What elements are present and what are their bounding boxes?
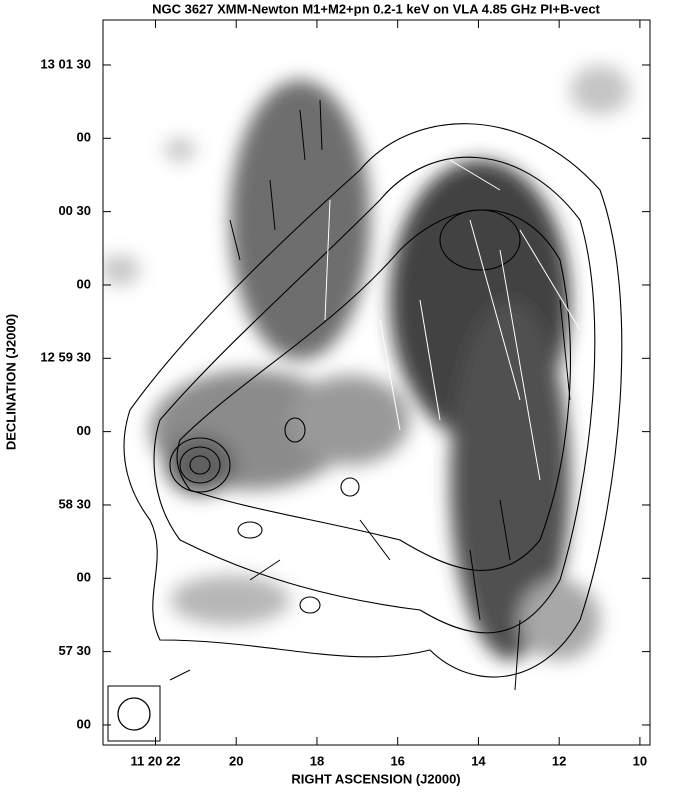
y-tick-label: 00 — [77, 716, 91, 731]
x-tick-label: 16 — [390, 753, 404, 768]
y-tick-label: 00 30 — [58, 203, 91, 218]
beam — [117, 697, 151, 731]
contours — [123, 123, 623, 678]
y-tick-label: 57 30 — [58, 643, 91, 658]
y-tick-label: 12 59 30 — [40, 350, 91, 365]
frame — [102, 19, 651, 746]
x-tick-label: 11 20 22 — [131, 753, 181, 768]
image — [103, 65, 630, 742]
x-tick-label: 18 — [310, 753, 324, 768]
y-tick-label: 00 — [77, 570, 91, 585]
y-tick-label: 00 — [77, 276, 91, 291]
x-tick-label: 14 — [471, 753, 486, 768]
x-tick-label: 10 — [633, 753, 647, 768]
x-tick-label: 12 — [552, 753, 566, 768]
x-tick-label: 20 — [229, 753, 243, 768]
b-vectors — [169, 99, 581, 691]
y-axis-label: DECLINATION (J2000) — [3, 314, 18, 450]
xray-emission — [103, 65, 630, 660]
x-axis-label: RIGHT ASCENSION (J2000) — [291, 771, 460, 786]
y-tick-label: 13 01 30 — [40, 56, 91, 71]
y-tick-label: 00 — [77, 130, 91, 145]
beam-box — [107, 685, 161, 742]
chart-title: NGC 3627 XMM-Newton M1+M2+pn 0.2-1 keV o… — [152, 1, 600, 16]
y-tick-label: 00 — [77, 423, 91, 438]
y-tick-label: 58 30 — [58, 496, 91, 511]
